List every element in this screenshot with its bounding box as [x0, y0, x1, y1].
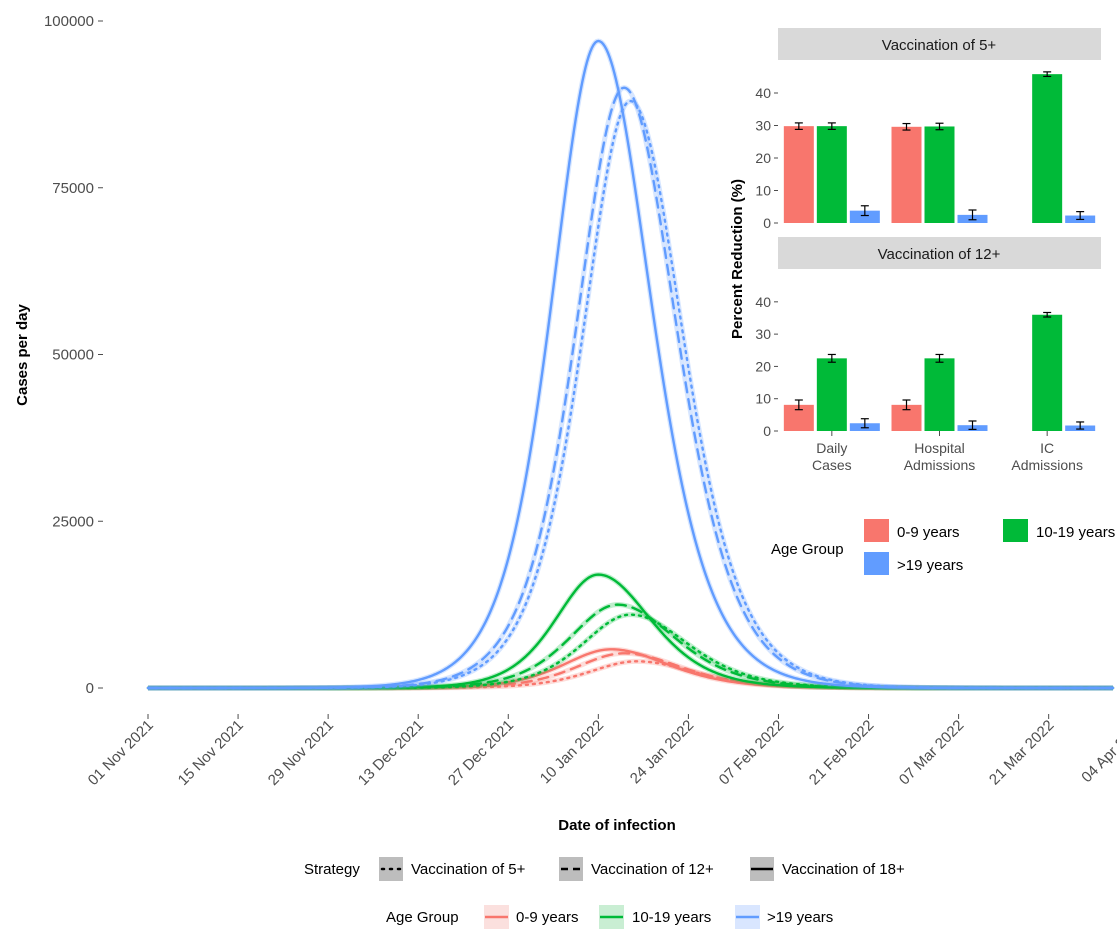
- strategy-label-5plus: Vaccination of 5+: [411, 861, 526, 878]
- inset-panels: 0 10 20 30 40 0 10 20 30 40: [755, 71, 1096, 439]
- main-x-tick-label: 07 Mar 2022: [896, 717, 968, 789]
- inset-bar: [924, 126, 955, 223]
- inset-y-tick-label: 30: [755, 326, 771, 342]
- inset-y-tick-label: 20: [755, 150, 771, 166]
- main-y-tick-label: 100000: [44, 13, 94, 30]
- main-y-axis-title: Cases per day: [14, 303, 31, 405]
- main-y-tick-label: 25000: [52, 513, 94, 530]
- inset-x-ticks: Daily Cases Hospital Admissions IC Admissions: [812, 431, 1083, 473]
- line-series: [146, 603, 1115, 690]
- inset-strip-12plus: [778, 237, 1101, 269]
- inset-bar: [816, 126, 847, 223]
- inset-bar: [1032, 314, 1063, 431]
- inset-bar: [1032, 74, 1063, 224]
- line-ribbon: [148, 650, 1113, 691]
- inset-y-tick-label: 20: [755, 358, 771, 374]
- inset-legend-key-19plus: [864, 552, 889, 575]
- main-x-ticks: 01 Nov 2021 15 Nov 2021 29 Nov 2021 13 Dec …: [85, 714, 1117, 789]
- inset-legend: Age Group 0-9 years 10-19 years >19 year…: [771, 519, 1115, 575]
- inset-y-tick-label: 10: [755, 183, 771, 199]
- strategy-legend: Strategy Vaccination of 5+ Vaccination o…: [304, 857, 905, 881]
- inset-x-tick-label: Hospital Admissions: [904, 440, 976, 473]
- inset-strip-12plus-label: Vaccination of 12+: [878, 246, 1001, 263]
- main-x-tick-label: 29 Nov 2021: [265, 717, 337, 789]
- line-ribbon: [148, 602, 1113, 691]
- line-ribbon: [148, 658, 1113, 691]
- strategy-legend-title: Strategy: [304, 861, 360, 878]
- inset-legend-label-0-9: 0-9 years: [897, 524, 960, 541]
- inset-bar: [924, 358, 955, 431]
- main-x-tick-label: 24 Jan 2022: [627, 717, 697, 787]
- inset-y-tick-label: 0: [763, 423, 771, 439]
- main-y-ticks: 0 25000 50000 75000 100000: [44, 13, 103, 697]
- main-x-tick-label: 15 Nov 2021: [175, 717, 247, 789]
- main-x-tick-label: 07 Feb 2022: [716, 717, 788, 789]
- inset-x-tick-label: Daily Cases: [812, 440, 852, 473]
- main-y-tick-label: 75000: [52, 180, 94, 197]
- inset-legend-label-10-19: 10-19 years: [1036, 524, 1115, 541]
- inset-legend-label-19plus: >19 years: [897, 557, 963, 574]
- line-series: [146, 660, 1115, 690]
- inset-strip-5plus: [778, 28, 1101, 60]
- main-x-axis-title: Date of infection: [558, 817, 676, 834]
- inset-bar: [783, 126, 814, 223]
- inset-bar-chart: Vaccination of 5+ Vaccination of 12+ Per…: [729, 28, 1101, 473]
- inset-x-tick-label: IC Admissions: [1011, 440, 1083, 473]
- inset-bar: [891, 126, 922, 223]
- line-series: [146, 39, 1115, 690]
- inset-strip-5plus-label: Vaccination of 5+: [882, 37, 997, 54]
- inset-bar: [816, 358, 847, 431]
- line-series: [146, 652, 1115, 690]
- line-ribbon: [148, 98, 1113, 691]
- inset-legend-key-10-19: [1003, 519, 1028, 542]
- strategy-label-18plus: Vaccination of 18+: [782, 861, 905, 878]
- age-legend-title: Age Group: [386, 909, 459, 926]
- line-ribbon: [148, 38, 1113, 691]
- main-x-tick-label: 04 Apr 2022: [1078, 717, 1117, 786]
- inset-legend-title: Age Group: [771, 541, 844, 558]
- main-x-tick-label: 01 Nov 2021: [85, 717, 157, 789]
- strategy-label-12plus: Vaccination of 12+: [591, 861, 714, 878]
- main-x-tick-label: 13 Dec 2021: [355, 717, 427, 789]
- main-x-tick-label: 10 Jan 2022: [537, 717, 607, 787]
- main-y-tick-label: 50000: [52, 347, 94, 364]
- inset-y-tick-label: 40: [755, 85, 771, 101]
- inset-y-tick-label: 30: [755, 118, 771, 134]
- inset-legend-key-0-9: [864, 519, 889, 542]
- main-y-tick-label: 0: [86, 680, 94, 697]
- age-legend: Age Group 0-9 years 10-19 years >19 year…: [386, 905, 833, 929]
- main-line-series: [146, 38, 1115, 691]
- main-x-tick-label: 21 Feb 2022: [806, 717, 878, 789]
- inset-bar: [849, 210, 880, 223]
- inset-y-tick-label: 10: [755, 391, 771, 407]
- line-ribbon: [148, 572, 1113, 691]
- inset-y-tick-label: 40: [755, 294, 771, 310]
- line-series: [146, 99, 1115, 690]
- main-x-tick-label: 21 Mar 2022: [986, 717, 1058, 789]
- age-label-0-9: 0-9 years: [516, 909, 579, 926]
- inset-y-axis-title: Percent Reduction (%): [729, 179, 746, 339]
- age-label-19plus: >19 years: [767, 909, 833, 926]
- main-x-tick-label: 27 Dec 2021: [445, 717, 517, 789]
- age-label-10-19: 10-19 years: [632, 909, 711, 926]
- inset-y-tick-label: 0: [763, 215, 771, 231]
